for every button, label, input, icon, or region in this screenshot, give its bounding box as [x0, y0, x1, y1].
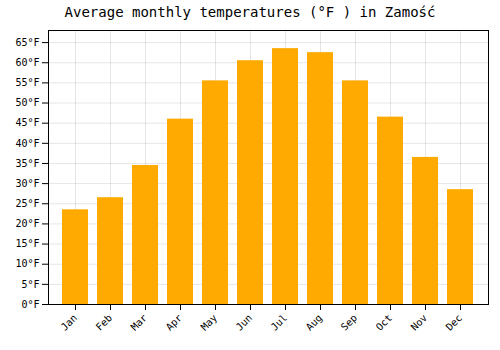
html-text:Average monthly temperatures (: Average monthly temperatures (°F ) in Za…	[64, 4, 436, 20]
svg-text:Jul: Jul	[269, 312, 290, 333]
svg-text:Dec: Dec	[444, 312, 465, 333]
svg-text:Apr: Apr	[164, 312, 185, 333]
svg-text:10°F: 10°F	[15, 258, 39, 269]
svg-text:Oct: Oct	[374, 312, 395, 333]
svg-text:55°F: 55°F	[15, 77, 39, 88]
svg-text:30°F: 30°F	[15, 178, 39, 189]
svg-text:45°F: 45°F	[15, 117, 39, 128]
svg-text:25°F: 25°F	[15, 198, 39, 209]
svg-text:40°F: 40°F	[15, 138, 39, 149]
svg-text:15°F: 15°F	[15, 238, 39, 249]
svg-text:60°F: 60°F	[15, 57, 39, 68]
svg-text:Jun: Jun	[234, 312, 255, 333]
svg-text:35°F: 35°F	[15, 158, 39, 169]
svg-text:Sep: Sep	[339, 312, 360, 333]
svg-text:0°F: 0°F	[21, 299, 39, 310]
svg-text:65°F: 65°F	[15, 37, 39, 48]
svg-text:5°F: 5°F	[21, 279, 39, 290]
svg-text:May: May	[199, 312, 220, 333]
svg-text:50°F: 50°F	[15, 97, 39, 108]
svg-text:Jan: Jan	[59, 312, 80, 333]
svg-text:Nov: Nov	[409, 312, 430, 333]
svg-text:Aug: Aug	[304, 312, 325, 333]
svg-text:Feb: Feb	[94, 312, 115, 333]
svg-text:Mar: Mar	[129, 312, 150, 333]
svg-text:20°F: 20°F	[15, 218, 39, 229]
